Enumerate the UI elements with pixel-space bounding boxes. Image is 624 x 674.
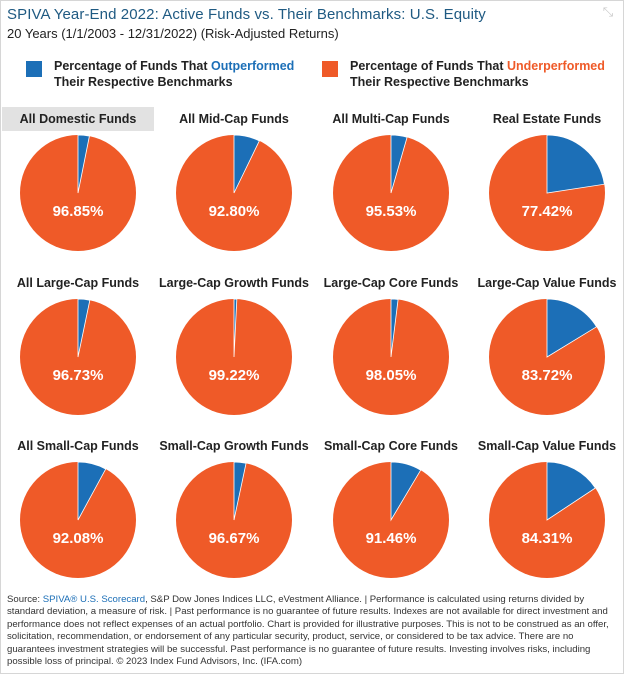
pie-title[interactable]: All Mid-Cap Funds — [179, 112, 289, 126]
pie-chart — [20, 299, 136, 415]
expand-arrows-icon[interactable]: ⤡ — [602, 4, 614, 19]
pie-chart — [176, 135, 292, 251]
legend-label-outperformed: Percentage of Funds That Outperformed Th… — [54, 58, 294, 90]
legend-highlight-outperformed: Outperformed — [210, 59, 295, 73]
pie-panel: Real Estate Funds 77.42% — [471, 107, 623, 251]
pie-title[interactable]: All Large-Cap Funds — [16, 276, 140, 290]
pie-title[interactable]: Large-Cap Core Funds — [323, 276, 459, 290]
legend-prefix: Percentage of Funds That — [350, 59, 507, 73]
legend-prefix: Percentage of Funds That — [54, 59, 211, 73]
pie-title[interactable]: Real Estate Funds — [492, 112, 602, 126]
pie-chart — [176, 462, 292, 578]
pie-panel: All Mid-Cap Funds 92.80% — [158, 107, 310, 251]
pie-title[interactable]: Small-Cap Value Funds — [477, 439, 617, 453]
pie-slice-outperformed — [546, 462, 596, 521]
pie-panel: All Multi-Cap Funds 95.53% — [315, 107, 467, 251]
pie-title[interactable]: Small-Cap Growth Funds — [159, 439, 309, 453]
legend-outperformed: Percentage of Funds That Outperformed Th… — [26, 58, 294, 90]
legend-swatch-outperformed — [26, 61, 42, 77]
pie-panel: All Domestic Funds 96.85% — [2, 107, 154, 251]
pie-chart — [489, 462, 605, 578]
pie-panel: All Large-Cap Funds 96.73% — [2, 271, 154, 415]
pie-title[interactable]: Large-Cap Value Funds — [477, 276, 617, 290]
pie-slice-outperformed — [77, 462, 107, 521]
pie-slice-outperformed — [390, 462, 422, 522]
pie-value-label: 96.67% — [208, 530, 260, 547]
pie-slice-outperformed — [233, 299, 238, 358]
pie-title[interactable]: All Domestic Funds — [2, 107, 154, 131]
pie-panel: All Small-Cap Funds 92.08% — [2, 434, 154, 578]
pie-value-label: 99.22% — [208, 367, 260, 384]
pie-value-label: 92.80% — [208, 203, 260, 220]
pie-chart — [20, 135, 136, 251]
legend-label-underperformed: Percentage of Funds That Underperformed … — [350, 58, 605, 90]
pie-title[interactable]: Large-Cap Growth Funds — [159, 276, 309, 290]
pie-value-label: 95.53% — [365, 203, 417, 220]
pie-value-label: 77.42% — [521, 203, 573, 220]
pie-slice-outperformed — [390, 135, 408, 194]
pie-title[interactable]: All Small-Cap Funds — [17, 439, 139, 453]
pie-chart — [20, 462, 136, 578]
pie-panel: Small-Cap Core Funds 91.46% — [315, 434, 467, 578]
pie-value-label: 84.31% — [521, 530, 573, 547]
legend-swatch-underperformed — [322, 61, 338, 77]
source-link[interactable]: SPIVA® U.S. Scorecard — [42, 594, 146, 605]
pie-chart — [489, 135, 605, 251]
pie-slice-outperformed — [546, 299, 598, 358]
pie-value-label: 96.85% — [52, 203, 104, 220]
legend-line2: Their Respective Benchmarks — [54, 75, 233, 89]
legend-line2: Their Respective Benchmarks — [350, 75, 529, 89]
footer-prefix: Source: — [7, 594, 43, 605]
legend-highlight-underperformed: Underperformed — [506, 59, 605, 73]
pie-value-label: 92.08% — [52, 530, 104, 547]
pie-slice-outperformed — [233, 135, 260, 194]
pie-panel: Large-Cap Value Funds 83.72% — [471, 271, 623, 415]
pie-panel: Small-Cap Growth Funds 96.67% — [158, 434, 310, 578]
pie-value-label: 83.72% — [521, 367, 573, 384]
pie-panel: Large-Cap Core Funds 98.05% — [315, 271, 467, 415]
pie-slice-outperformed — [390, 299, 399, 358]
pie-value-label: 91.46% — [365, 530, 417, 547]
pie-slice-outperformed — [546, 135, 605, 194]
pie-slice-outperformed — [77, 299, 91, 358]
pie-chart — [333, 462, 449, 578]
pie-title[interactable]: Small-Cap Core Funds — [323, 439, 459, 453]
pie-slice-outperformed — [77, 135, 90, 194]
pie-chart — [176, 299, 292, 415]
pie-chart — [489, 299, 605, 415]
pie-panel: Large-Cap Growth Funds 99.22% — [158, 271, 310, 415]
footer-text: , S&P Dow Jones Indices LLC, eVestment A… — [7, 594, 609, 668]
pie-panel: Small-Cap Value Funds 84.31% — [471, 434, 623, 578]
source-footnote: Source: SPIVA® U.S. Scorecard, S&P Dow J… — [7, 594, 619, 668]
pie-title[interactable]: All Multi-Cap Funds — [332, 112, 450, 126]
pie-value-label: 96.73% — [52, 367, 104, 384]
pie-chart — [333, 135, 449, 251]
legend-underperformed: Percentage of Funds That Underperformed … — [322, 58, 605, 90]
pie-slice-outperformed — [233, 462, 247, 521]
chart-subtitle: 20 Years (1/1/2003 - 12/31/2022) (Risk-A… — [7, 26, 339, 41]
chart-title: SPIVA Year-End 2022: Active Funds vs. Th… — [7, 6, 486, 23]
pie-chart — [333, 299, 449, 415]
pie-value-label: 98.05% — [365, 367, 417, 384]
